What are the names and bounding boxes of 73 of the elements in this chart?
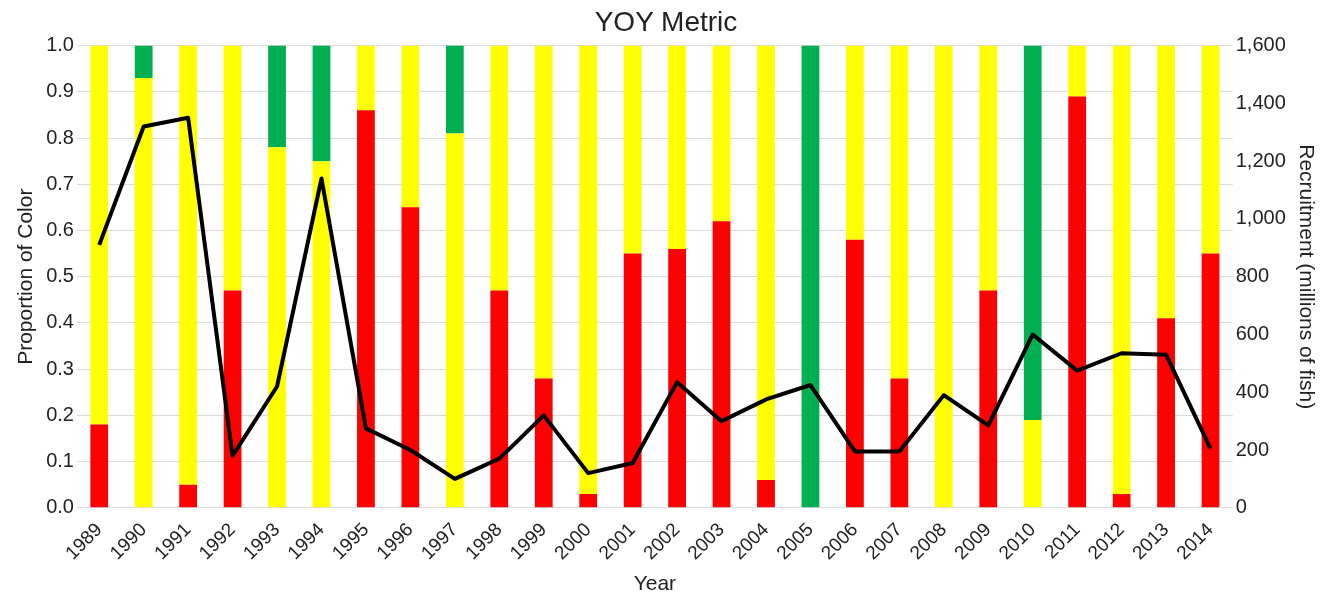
bar [1023, 419, 1042, 508]
y-tick-label: 0.6 [46, 217, 74, 240]
bar [312, 45, 331, 162]
bar [357, 110, 375, 508]
y-tick-label: 0.3 [46, 356, 74, 379]
bar [312, 161, 331, 508]
y2-axis-title: Recruitment (millions of fish) [1295, 144, 1319, 410]
bar [357, 45, 375, 111]
bar [801, 45, 820, 508]
y2-tick-label: 1,600 [1235, 33, 1286, 56]
bar [757, 480, 775, 508]
bar [1157, 45, 1175, 319]
bar [668, 248, 686, 508]
bar [979, 45, 998, 291]
bar [268, 147, 286, 508]
bar [712, 45, 731, 222]
y-tick-label: 0.5 [46, 264, 74, 287]
bar [401, 207, 420, 508]
bar [979, 290, 998, 508]
y2-tick-label: 400 [1235, 379, 1270, 402]
y2-tick-label: 1,000 [1235, 206, 1286, 229]
y-tick-label: 0.9 [46, 79, 74, 102]
bar [846, 239, 864, 508]
bar [1157, 318, 1175, 508]
bar [179, 484, 198, 508]
y2-tick-label: 1,400 [1235, 90, 1286, 113]
bar [1201, 45, 1220, 254]
bar [445, 133, 464, 508]
bar [134, 45, 153, 78]
y-tick-label: 0.0 [46, 495, 74, 518]
bar [757, 45, 775, 481]
bar [534, 45, 553, 379]
bar [1201, 253, 1220, 508]
chart-title: YOY Metric [594, 5, 738, 37]
bar [846, 45, 864, 240]
bar [90, 45, 109, 425]
y-axis-title: Proportion of Color [13, 188, 37, 365]
bar [401, 45, 420, 208]
x-axis-title: Year [633, 571, 677, 595]
bar [134, 77, 153, 508]
bar [712, 221, 731, 508]
bar [623, 253, 642, 508]
bar [890, 45, 909, 379]
bar [890, 378, 909, 508]
y-tick-label: 0.4 [46, 310, 74, 333]
bar [490, 45, 509, 291]
y-tick-label: 1.0 [46, 33, 74, 56]
y2-tick-label: 0 [1235, 495, 1247, 518]
bar [1112, 45, 1131, 494]
y-tick-label: 0.2 [46, 402, 74, 425]
bar [445, 45, 464, 134]
y2-tick-label: 600 [1235, 321, 1270, 344]
bar [1023, 45, 1042, 420]
bar [223, 45, 242, 291]
bar [268, 45, 286, 148]
bar [1068, 45, 1087, 97]
y2-tick-label: 200 [1235, 437, 1270, 460]
y-tick-label: 0.1 [46, 449, 74, 472]
bar [668, 45, 686, 249]
bar [1068, 96, 1087, 508]
bar [934, 45, 953, 508]
bar [623, 45, 642, 254]
y2-tick-label: 1,200 [1235, 148, 1286, 171]
y-tick-label: 0.8 [46, 125, 74, 148]
bar [179, 45, 198, 485]
bar [534, 378, 553, 508]
bar [579, 45, 598, 494]
bar [490, 290, 509, 508]
y2-tick-label: 800 [1235, 264, 1270, 287]
bar [90, 424, 109, 508]
bar [1112, 493, 1131, 508]
y-tick-label: 0.7 [46, 171, 74, 194]
bar [579, 493, 598, 508]
